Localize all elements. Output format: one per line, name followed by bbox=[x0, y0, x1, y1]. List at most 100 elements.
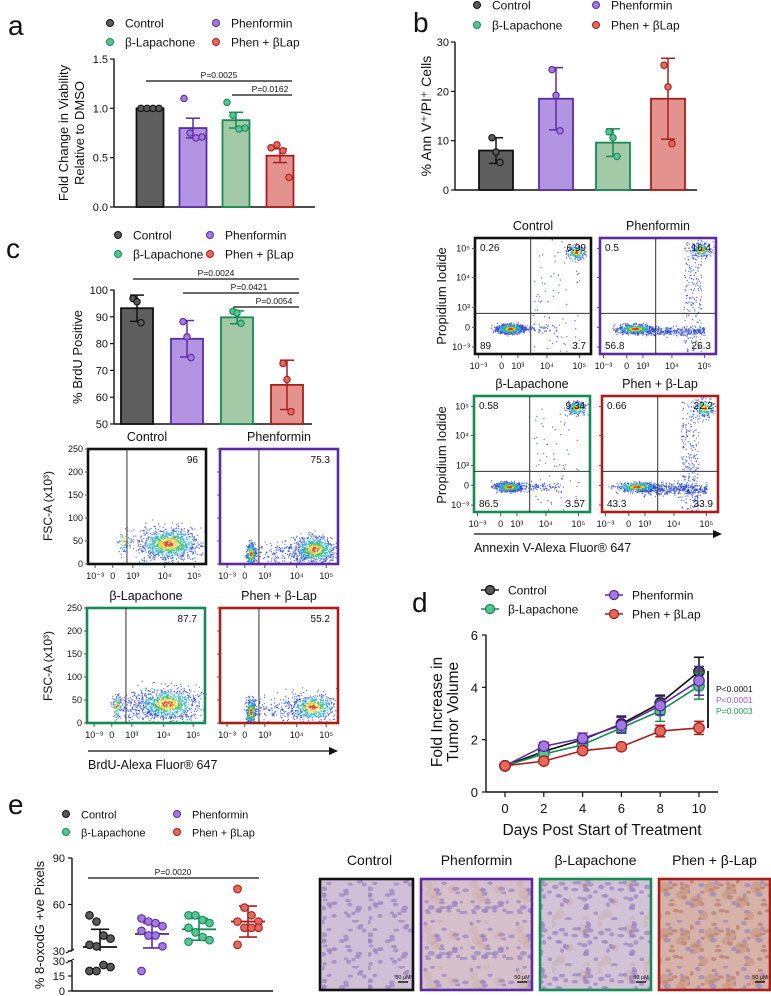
bar-2 bbox=[220, 316, 254, 425]
flow-event-dot bbox=[702, 329, 704, 331]
flow-event-dot bbox=[496, 483, 498, 485]
flow-event-dot bbox=[560, 497, 562, 499]
flow-event-dot bbox=[708, 407, 710, 409]
flow-event-dot bbox=[690, 253, 692, 255]
flow-event-dot bbox=[699, 251, 701, 253]
flow-event-dot bbox=[643, 495, 645, 497]
flow-event-dot bbox=[617, 492, 619, 495]
flow-event-dot bbox=[622, 323, 624, 326]
flow-event-dot bbox=[509, 332, 511, 334]
flow-event-dot bbox=[578, 404, 580, 406]
flow-event-dot bbox=[502, 329, 504, 331]
flow-event-dot bbox=[650, 489, 652, 492]
flow-event-dot bbox=[706, 254, 708, 256]
flow-event-dot bbox=[497, 326, 499, 329]
y-tick-label: 10³ bbox=[456, 461, 469, 471]
flow-event-dot bbox=[711, 249, 713, 251]
flow-event-dot bbox=[683, 479, 685, 481]
flow-event-dot bbox=[577, 249, 579, 251]
flow-event-dot bbox=[692, 431, 694, 433]
flow-event-dot bbox=[703, 243, 706, 245]
flow-event-dot bbox=[506, 480, 508, 482]
flow-event-dot bbox=[697, 347, 699, 350]
flow-event-dot bbox=[646, 331, 648, 333]
flow-event-dot bbox=[623, 488, 625, 490]
flow-event-dot bbox=[659, 490, 662, 492]
flow-event-dot bbox=[685, 340, 687, 342]
legend-marker-icon bbox=[608, 608, 620, 620]
flow-event-dot bbox=[704, 406, 706, 408]
flow-event-dot bbox=[512, 328, 514, 330]
flow-event-dot bbox=[712, 407, 714, 409]
quadrant-lr-value: 26.3 bbox=[692, 341, 712, 352]
flow-event-dot bbox=[582, 257, 584, 259]
flow-event-dot bbox=[693, 336, 695, 338]
flow-event-dot bbox=[671, 483, 673, 485]
flow-event-dot bbox=[576, 400, 578, 402]
flow-event-dot bbox=[651, 332, 653, 335]
flow-event-dot bbox=[516, 328, 518, 330]
flow-event-dot bbox=[627, 488, 629, 490]
flow-event-dot bbox=[579, 407, 581, 409]
flow-event-dot bbox=[702, 326, 704, 329]
flow-event-dot bbox=[693, 457, 695, 459]
flow-event-dot bbox=[528, 483, 530, 486]
flow-event-dot bbox=[547, 509, 550, 511]
flow-event-dot bbox=[692, 248, 694, 250]
flow-event-dot bbox=[621, 325, 623, 327]
flow-event-dot bbox=[541, 423, 543, 425]
flow-event-dot bbox=[499, 330, 501, 332]
flow-event-dot bbox=[642, 334, 644, 336]
flow-event-dot bbox=[569, 248, 571, 250]
flow-event-dot bbox=[682, 485, 684, 488]
flow-event-dot bbox=[697, 435, 700, 437]
flow-event-dot bbox=[559, 413, 561, 415]
flow-event-dot bbox=[579, 280, 581, 282]
flow-event-dot bbox=[665, 332, 667, 334]
flow-event-dot bbox=[502, 327, 504, 329]
flow-event-dot bbox=[572, 411, 574, 413]
flow-event-dot bbox=[492, 485, 495, 487]
flow-event-dot bbox=[697, 289, 700, 292]
flow-event-dot bbox=[688, 456, 690, 458]
flow-event-dot bbox=[708, 254, 710, 256]
flow-event-dot bbox=[557, 482, 559, 485]
flow-event-dot bbox=[575, 252, 577, 254]
legend-marker-icon bbox=[62, 828, 70, 836]
legend-item: Phen + βLap bbox=[605, 608, 701, 622]
x-axis-label: Annexin V-Alexa Fluor® 647 bbox=[474, 541, 631, 555]
flow-event-dot bbox=[576, 407, 578, 409]
flow-event-dot bbox=[571, 260, 573, 262]
y-axis-label: % Ann V⁺/PI⁺ Cells bbox=[418, 56, 434, 177]
flow-event-dot bbox=[496, 491, 499, 493]
flow-event-dot bbox=[701, 414, 704, 416]
flow-event-dot bbox=[701, 253, 703, 255]
flow-event-dot bbox=[582, 404, 584, 407]
flow-event-dot bbox=[562, 486, 565, 488]
flow-event-dot bbox=[496, 329, 498, 331]
flow-event-dot bbox=[662, 481, 664, 483]
flow-event-dot bbox=[646, 334, 648, 336]
flow-event-dot bbox=[699, 304, 701, 306]
flow-event-dot bbox=[536, 486, 538, 488]
flow-event-dot bbox=[643, 327, 646, 329]
flow-event-dot bbox=[682, 458, 684, 460]
data-point bbox=[668, 139, 676, 148]
flow-event-dot bbox=[507, 324, 509, 326]
flow-event-dot bbox=[644, 494, 647, 496]
flow-event-dot bbox=[575, 242, 578, 245]
flow-event-dot bbox=[525, 328, 528, 330]
flow-event-dot bbox=[653, 486, 655, 488]
flow-event-dot bbox=[626, 490, 628, 492]
legend-marker-icon bbox=[206, 250, 214, 258]
flow-event-dot bbox=[517, 328, 519, 330]
flow-event-dot bbox=[512, 487, 514, 489]
flow-event-dot bbox=[682, 332, 684, 334]
flow-event-dot bbox=[133, 529, 135, 531]
flow-event-dot bbox=[657, 330, 659, 332]
flow-event-dot bbox=[660, 329, 663, 332]
flow-event-dot bbox=[555, 489, 558, 491]
flow-event-dot bbox=[685, 243, 688, 245]
flow-event-dot bbox=[709, 248, 711, 250]
flow-event-dot bbox=[685, 333, 687, 335]
